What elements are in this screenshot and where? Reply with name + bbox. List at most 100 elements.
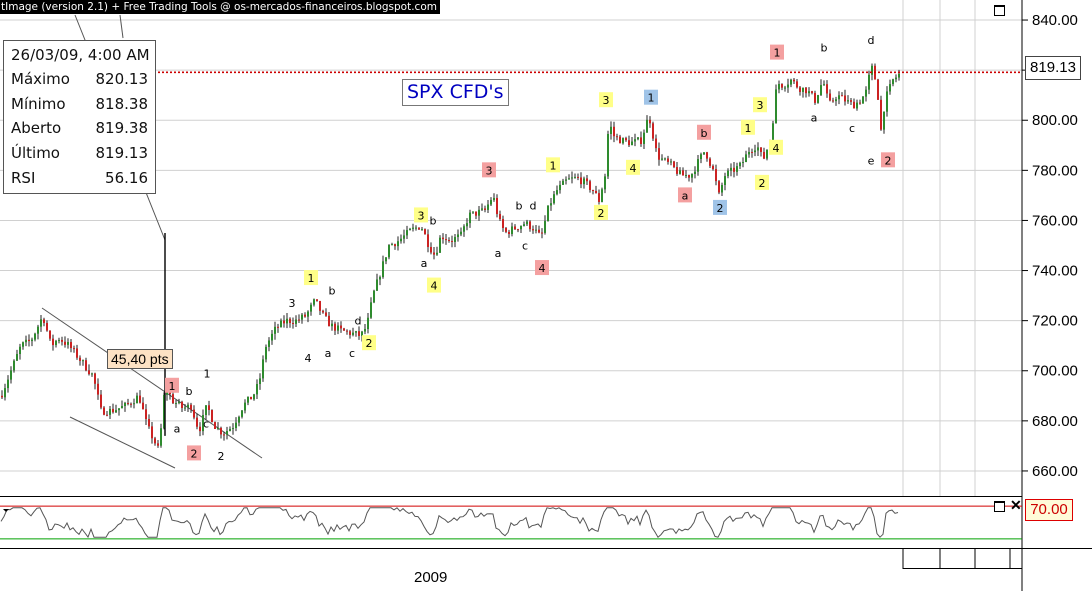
candle-body [100,394,102,408]
candle-body [508,231,510,235]
candle-body [283,320,285,324]
candle-body [487,204,489,210]
candle-body [301,314,303,320]
info-label: Aberto [11,119,62,137]
candle-body [565,179,567,181]
wave-label-box [535,260,549,276]
maximize-price-panel-button[interactable] [994,5,1005,16]
wave-label-text: e [868,154,875,167]
info-value: 56.16 [105,169,148,187]
candle-body [145,409,147,420]
y-tick-label: 660.00 [1032,463,1078,480]
candle-body [694,171,696,174]
candle-body [292,322,294,324]
candle-body [781,83,783,88]
candle-body [778,83,780,90]
info-value: 819.13 [95,144,149,162]
candle-body [679,170,681,174]
info-date: 26/03/09, 4:00 AM [11,46,150,64]
wave-label-box [741,119,755,135]
y-tick-label: 780.00 [1032,162,1078,179]
info-row-last: Último 819.13 [11,144,148,166]
candle-body [421,229,423,231]
candle-body [190,404,192,410]
candle-body [655,138,657,149]
wave-label-text: 1 [774,47,781,60]
candle-body [409,228,411,231]
candle-body [13,360,15,371]
candle-body [496,197,498,215]
candle-body [211,410,213,423]
candle-body [436,252,438,255]
candle-body [67,342,69,345]
candle-body [202,415,204,432]
candle-body [520,225,522,230]
candle-body [625,138,627,141]
info-value: 819.38 [95,119,149,137]
wave-label-text: 3 [486,164,493,177]
wave-label-text: d [868,34,875,47]
candle-body [118,408,120,411]
candle-body [199,426,201,432]
candle-body [196,417,198,427]
candle-body [31,339,33,342]
wave-label-text: a [495,247,502,260]
candle-body [766,149,768,159]
candle-body [805,87,807,94]
candle-body [895,77,897,80]
candle-body [313,299,315,305]
candle-body [844,95,846,102]
info-value: 818.38 [95,95,149,113]
wave-label-text: b [701,127,708,140]
candle-body [277,326,279,328]
candle-body [859,102,861,104]
candle-body [337,325,339,331]
candle-body [217,427,219,429]
info-label: Mínimo [11,95,66,113]
price-grid [0,0,1022,496]
candle-body [589,181,591,190]
candle-body [604,176,606,190]
candle-body [502,219,504,228]
candle-body [121,406,123,409]
candle-body [385,257,387,262]
wave-label-box [770,44,784,60]
candle-body [400,238,402,242]
candle-body [115,410,117,413]
candle-body [157,443,159,446]
candle-body [331,323,333,327]
candle-body [865,89,867,97]
close-rsi-panel-icon[interactable]: ✕ [1010,497,1022,513]
candle-body [76,348,78,358]
candle-body [802,87,804,92]
candle-body [403,235,405,239]
candle-body [649,119,651,124]
candle-body [631,141,633,146]
candle-body [85,360,87,371]
candle-body [826,84,828,94]
candle-body [343,328,345,331]
rsi-menu-arrow-icon [3,509,9,512]
candle-body [406,230,408,236]
candle-body [700,154,702,160]
candle-body [22,342,24,347]
candle-body [775,89,777,124]
candle-body [358,331,360,336]
candle-body [424,229,426,235]
candle-body [517,229,519,231]
wave-label-text: 1 [550,159,557,172]
candle-body [640,137,642,144]
wave-label-text: c [522,239,528,252]
candle-body [610,126,612,134]
rsi-level-tag: 70.00 [1025,499,1073,521]
candle-body [601,189,603,202]
measure-label: 45,40 pts [107,349,173,369]
year-label: 2009 [414,569,448,586]
candle-body [418,227,420,230]
candle-body [253,394,255,400]
candle-body [274,326,276,334]
candle-body [670,161,672,163]
candle-body [703,152,705,155]
wave-label-text: d [355,315,362,328]
maximize-rsi-panel-button[interactable] [994,501,1005,512]
